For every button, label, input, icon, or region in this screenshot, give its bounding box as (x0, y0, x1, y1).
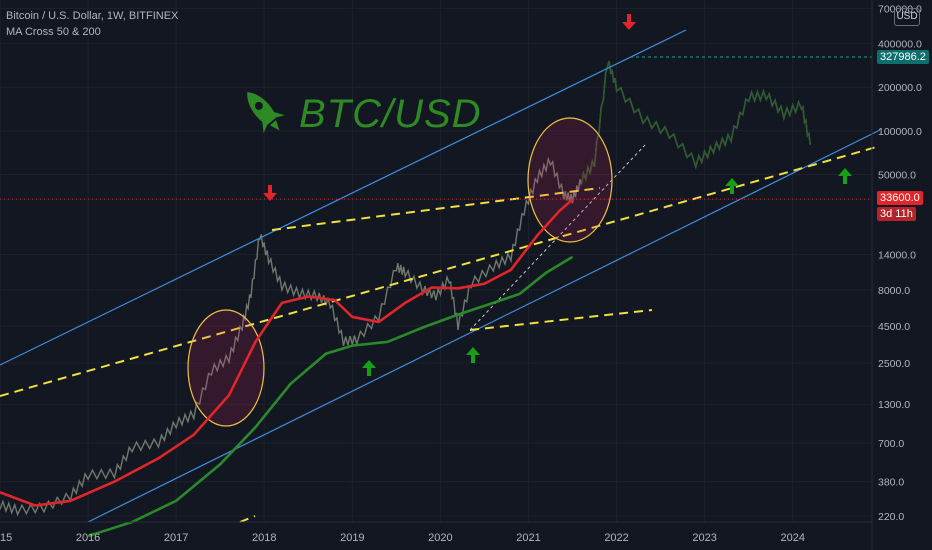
highlight-ellipse-2017 (187, 309, 265, 427)
support-line-lower (469, 309, 653, 331)
rocket-icon (244, 84, 286, 145)
y-tick-label: 2500.0 (878, 358, 910, 370)
y-tick-label: 700000.0 (878, 3, 922, 15)
channel-lower-line (87, 129, 881, 523)
channel-upper-line (0, 29, 687, 366)
arrow-up-icon (466, 347, 480, 363)
y-tick-label: 220.0 (878, 511, 904, 523)
chart-legend: Bitcoin / U.S. Dollar, 1W, BITFINEX MA C… (6, 8, 178, 40)
y-tick-label: 380.0 (878, 477, 904, 489)
y-tick-label: 400000.0 (878, 39, 922, 51)
y-tick-label: 100000.0 (878, 126, 922, 138)
x-tick-label: 2018 (252, 532, 276, 544)
currency-badge[interactable]: USD (894, 8, 920, 26)
x-tick-label: 2016 (76, 532, 100, 544)
x-tick-label: 2015 (0, 532, 12, 544)
grid-lines (0, 0, 872, 522)
support-line-upper (0, 145, 881, 397)
y-tick-label: 1300.0 (878, 399, 910, 411)
resistance-line (271, 187, 601, 231)
y-tick-label: 700.0 (878, 438, 904, 450)
x-tick-label: 2019 (340, 532, 364, 544)
trend-overlays (0, 14, 881, 523)
x-tick-label: 2021 (516, 532, 540, 544)
arrow-down-icon (263, 185, 277, 201)
arrow-up-icon (362, 360, 376, 376)
x-tick-label: 2024 (780, 532, 804, 544)
last-price-tag: 33600.0 (877, 191, 923, 205)
ma200-line (87, 255, 574, 538)
y-tick-label: 8000.0 (878, 285, 910, 297)
x-tick-label: 2023 (692, 532, 716, 544)
price-series-projection (580, 60, 812, 186)
y-tick-label: 50000.0 (878, 169, 916, 181)
moving-averages (0, 198, 574, 538)
x-tick-label: 2022 (604, 532, 628, 544)
y-tick-label: 4500.0 (878, 321, 910, 333)
ma50-line (0, 198, 574, 507)
high-price-tag: 327986.2 (877, 50, 929, 64)
y-tick-label: 200000.0 (878, 82, 922, 94)
support-line-bottom (239, 515, 256, 523)
indicator-label[interactable]: MA Cross 50 & 200 (6, 26, 101, 38)
countdown-tag: 3d 11h (877, 207, 916, 221)
trend-line-dotted (469, 144, 646, 331)
y-tick-label: 14000.0 (878, 250, 916, 262)
x-tick-label: 2020 (428, 532, 452, 544)
highlight-ellipse-2021 (527, 117, 613, 243)
chart-overlay-title: BTC/USD (299, 92, 482, 136)
arrow-up-icon (725, 178, 739, 194)
arrow-up-icon (838, 168, 852, 184)
x-tick-label: 2017 (164, 532, 188, 544)
arrow-down-icon (622, 14, 636, 30)
symbol-label: Bitcoin / U.S. Dollar, 1W, BITFINEX (6, 10, 179, 22)
